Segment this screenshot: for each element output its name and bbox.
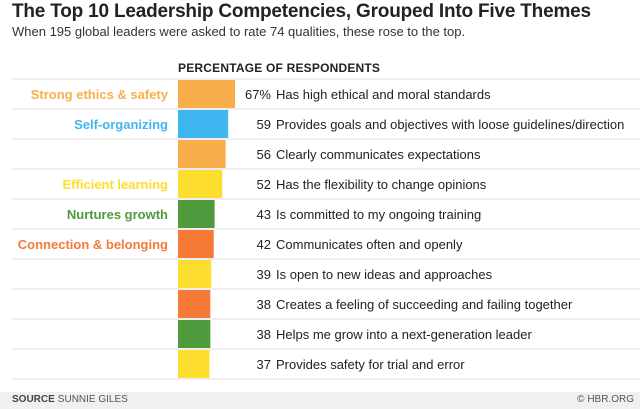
bar bbox=[178, 110, 229, 138]
category-label: Helps me grow into a next-generation lea… bbox=[276, 327, 532, 342]
category-label: Is committed to my ongoing training bbox=[276, 207, 481, 222]
data-label: 37 bbox=[257, 357, 271, 372]
theme-label: Efficient learning bbox=[63, 177, 169, 192]
credit-note: © HBR.ORG bbox=[577, 394, 634, 405]
theme-label: Strong ethics & safety bbox=[31, 87, 169, 102]
bar bbox=[178, 80, 235, 108]
data-label: 38 bbox=[257, 327, 271, 342]
category-label: Communicates often and openly bbox=[276, 237, 463, 252]
data-label: 67% bbox=[245, 87, 271, 102]
theme-label: Nurtures growth bbox=[67, 207, 168, 222]
data-label: 42 bbox=[257, 237, 271, 252]
chart-subtitle: When 195 global leaders were asked to ra… bbox=[12, 24, 466, 39]
category-label: Creates a feeling of succeeding and fail… bbox=[276, 297, 573, 312]
bar bbox=[178, 140, 226, 168]
category-label: Provides safety for trial and error bbox=[276, 357, 465, 372]
source-note: SOURCE SUNNIE GILES bbox=[12, 394, 128, 405]
bar bbox=[178, 200, 215, 228]
data-label: 43 bbox=[257, 207, 271, 222]
bar bbox=[178, 320, 211, 348]
category-label: Has the flexibility to change opinions bbox=[276, 177, 487, 192]
source-label: SOURCE bbox=[12, 394, 55, 405]
theme-label: Connection & belonging bbox=[18, 237, 168, 252]
bar bbox=[178, 260, 212, 288]
category-label: Provides goals and objectives with loose… bbox=[276, 117, 624, 132]
category-label: Has high ethical and moral standards bbox=[276, 87, 491, 102]
chart-title: The Top 10 Leadership Competencies, Grou… bbox=[12, 1, 591, 22]
bar bbox=[178, 290, 211, 318]
data-label: 39 bbox=[257, 267, 271, 282]
bar bbox=[178, 170, 223, 198]
bar bbox=[178, 230, 214, 258]
theme-label: Self-organizing bbox=[74, 117, 168, 132]
category-label: Clearly communicates expectations bbox=[276, 147, 481, 162]
data-label: 56 bbox=[257, 147, 271, 162]
category-label: Is open to new ideas and approaches bbox=[276, 267, 493, 282]
data-label: 59 bbox=[257, 117, 271, 132]
source-name: SUNNIE GILES bbox=[57, 394, 128, 405]
bar bbox=[178, 350, 210, 378]
value-axis-label: PERCENTAGE OF RESPONDENTS bbox=[178, 61, 381, 75]
data-label: 52 bbox=[257, 177, 271, 192]
data-label: 38 bbox=[257, 297, 271, 312]
footer-bar bbox=[0, 392, 640, 409]
